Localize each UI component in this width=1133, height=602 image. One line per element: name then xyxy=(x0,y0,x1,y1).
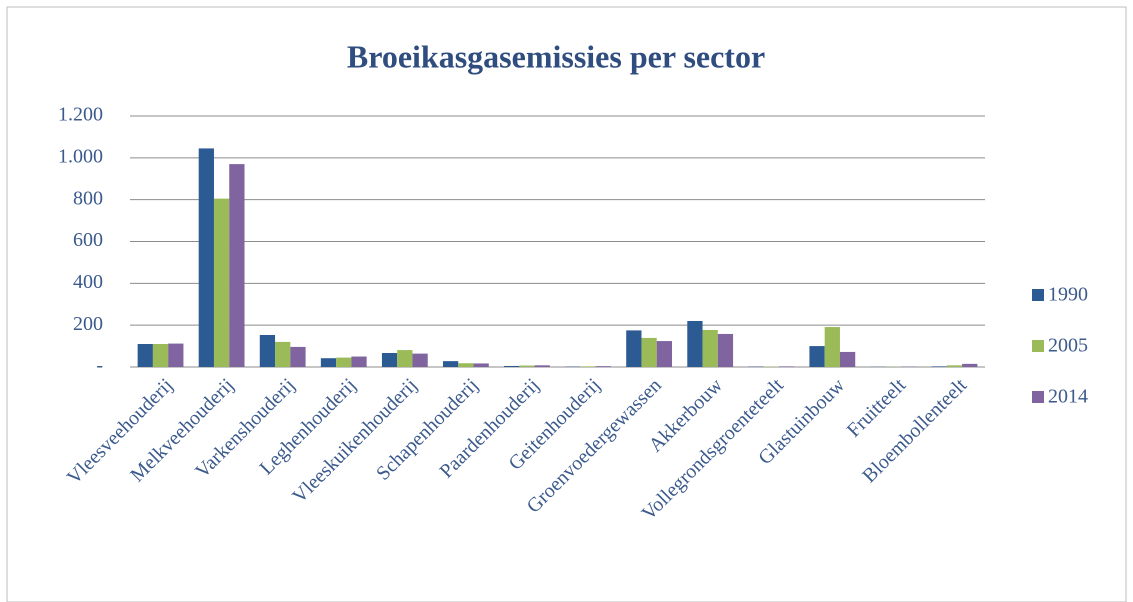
bar xyxy=(381,352,398,367)
bar xyxy=(259,334,276,367)
bar xyxy=(839,351,856,367)
bar xyxy=(336,357,352,367)
bar xyxy=(397,350,413,367)
bar xyxy=(473,363,489,367)
y-tick-label: 1.000 xyxy=(58,145,103,167)
y-tick-label: 1.200 xyxy=(58,104,103,126)
bar xyxy=(137,343,153,367)
bar xyxy=(534,365,550,367)
bar xyxy=(687,320,703,367)
bar xyxy=(198,148,214,367)
bar xyxy=(442,361,459,367)
bar xyxy=(931,366,947,367)
y-tick-label: 400 xyxy=(73,271,103,293)
bar xyxy=(290,346,306,367)
bar xyxy=(702,329,718,367)
bar xyxy=(519,365,535,367)
bar xyxy=(962,363,978,367)
bar xyxy=(458,363,474,367)
bar xyxy=(656,341,673,367)
bar xyxy=(504,365,520,367)
bar xyxy=(351,356,367,367)
bar xyxy=(580,366,596,367)
y-tick-label: 800 xyxy=(73,187,103,209)
bar xyxy=(946,365,963,367)
y-tick-label: 600 xyxy=(73,229,103,251)
bar xyxy=(213,198,230,367)
y-tick-label: 200 xyxy=(73,313,103,335)
bar xyxy=(824,327,840,367)
bar xyxy=(717,333,734,367)
bar xyxy=(626,330,642,367)
bar xyxy=(778,366,795,367)
bar xyxy=(595,366,611,367)
bar xyxy=(412,353,428,367)
chart-frame xyxy=(6,6,1127,602)
legend-swatch xyxy=(1032,340,1044,352)
bar xyxy=(320,358,337,367)
y-tick-label: - xyxy=(96,355,103,377)
legend-label: 2005 xyxy=(1048,335,1088,357)
chart-title: Broeikasgasemissies per sector xyxy=(347,38,765,74)
bar xyxy=(809,346,825,367)
bar xyxy=(229,164,245,367)
bar xyxy=(152,343,169,367)
bar xyxy=(275,341,291,367)
legend-swatch xyxy=(1032,289,1044,301)
legend-label: 1990 xyxy=(1048,284,1088,306)
bar xyxy=(641,337,657,367)
bar xyxy=(168,343,184,367)
legend-label: 2014 xyxy=(1048,386,1088,408)
legend-swatch xyxy=(1032,391,1044,403)
